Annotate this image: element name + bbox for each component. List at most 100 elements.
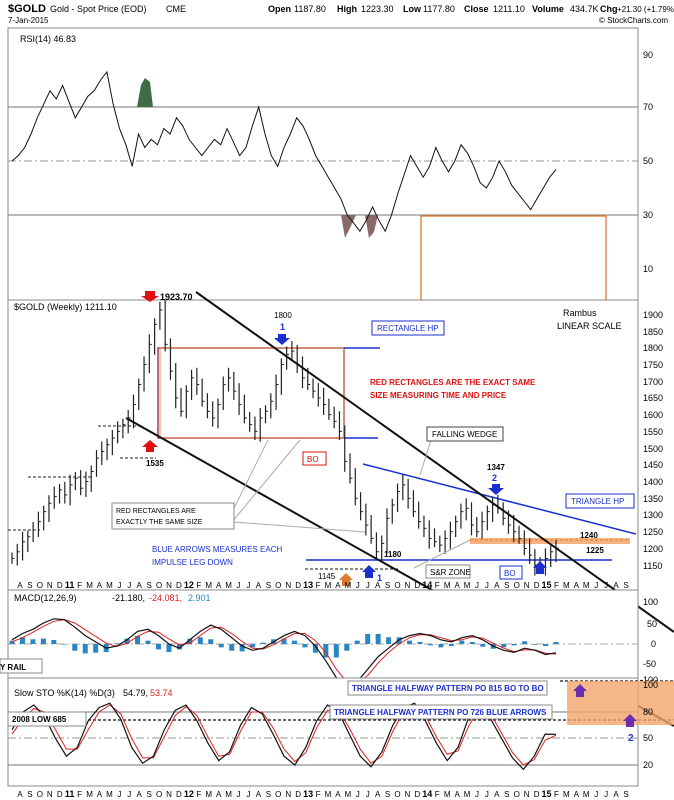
macd-hist-bar <box>375 633 381 644</box>
annotation-1800: 1800 <box>274 311 292 320</box>
x-axis-label: M <box>86 790 93 799</box>
price-tick-1650: 1650 <box>643 393 663 403</box>
volume-value: 434.7K <box>570 4 599 14</box>
chg-value: +21.30 (+1.79%) <box>617 5 674 14</box>
rsi-tick-50: 50 <box>643 156 653 166</box>
annotation-1225: 1225 <box>586 546 604 555</box>
tri-815-box <box>347 680 548 696</box>
x-axis-mid-label: 15 <box>542 580 552 590</box>
x-axis-label: A <box>335 790 341 799</box>
x-axis-label: O <box>37 790 43 799</box>
annotation-blue-arrows-1: BLUE ARROWS MEASURES EACH <box>152 545 282 554</box>
macd-hist-bar <box>51 639 57 644</box>
triangle-hp-box <box>565 493 635 509</box>
x-axis-mid-label: N <box>285 581 291 590</box>
x-axis-middle: A S O N D 11 F M A M J J A S O N D 12 F M A M J J A S O N D 13 F M A M J J A… <box>17 580 628 590</box>
x-axis-label: M <box>345 790 352 799</box>
x-axis-mid-label: S <box>27 581 32 590</box>
annotation-rectangle-hp: RECTANGLE HP <box>377 324 439 333</box>
x-axis-mid-label: A <box>97 581 103 590</box>
x-axis-mid-label: 13 <box>303 580 313 590</box>
rsi-legend: RSI(14) 46.83 <box>20 34 76 44</box>
x-axis-mid-label: A <box>375 581 381 590</box>
close-label: Close <box>464 4 489 14</box>
annotation-num-2-top: 2 <box>492 473 497 483</box>
x-axis-mid-label: S <box>504 581 509 590</box>
x-axis-label: A <box>137 790 143 799</box>
macd-hist-bar <box>124 638 130 644</box>
x-axis-mid-label: A <box>574 581 580 590</box>
x-axis-mid-label: J <box>237 581 241 590</box>
annotation-1180: 1180 <box>384 550 402 559</box>
annotation-tri-726: TRIANGLE HALFWAY PATTERN PO 726 BLUE ARR… <box>334 708 547 717</box>
x-axis-mid-label: N <box>47 581 53 590</box>
sto-panel: Slow STO %K(14) %D(3) 54.79, 53.74 100 8… <box>7 677 674 787</box>
x-axis-label: N <box>47 790 53 799</box>
rsi-overbought-fill <box>137 78 153 107</box>
macd-tick-100: 100 <box>643 597 658 607</box>
x-axis-label: M <box>225 790 232 799</box>
high-label: High <box>337 4 357 14</box>
macd-hist-bar <box>61 644 67 645</box>
x-axis-mid-label: M <box>345 581 352 590</box>
x-axis-label: J <box>475 790 479 799</box>
callout-pointer-1 <box>233 439 269 509</box>
annotation-red-note-2: SIZE MEASURING TIME AND PRICE <box>370 391 507 400</box>
x-axis-mid-label: M <box>464 581 471 590</box>
macd-hist-bar <box>187 638 193 644</box>
x-axis-mid-label: O <box>514 581 520 590</box>
macd-hist-bar <box>459 640 465 644</box>
header-symbol: $GOLD <box>8 3 46 15</box>
x-axis-label: F <box>196 790 201 799</box>
x-axis-label: S <box>27 790 32 799</box>
x-axis-label: J <box>117 790 121 799</box>
x-axis-mid-label: 14 <box>422 580 432 590</box>
macd-hist-bar <box>19 637 25 644</box>
annotation-red-note-1: RED RECTANGLES ARE THE EXACT SAME <box>370 378 536 387</box>
x-axis-label: D <box>534 790 540 799</box>
x-axis-mid-label: A <box>494 581 500 590</box>
rail-label: Y RAIL <box>0 663 26 672</box>
macd-legend-name: MACD(12,26,9) <box>14 593 77 603</box>
macd-hist-bar <box>511 644 517 646</box>
sr-zone-band <box>470 538 630 544</box>
x-axis-label: O <box>275 790 281 799</box>
x-axis-label: D <box>414 790 420 799</box>
x-axis-mid-label: M <box>106 581 113 590</box>
annotation-low-685: 2008 LOW 685 <box>12 715 67 724</box>
annotation-num-2: 2 <box>628 733 634 744</box>
x-axis-mid-label: M <box>583 581 590 590</box>
x-axis-label: O <box>394 790 400 799</box>
chart-header: $GOLD Gold - Spot Price (EOD) CME 7-Jan-… <box>8 3 674 25</box>
annotation-bo-1: BO <box>307 455 319 464</box>
macd-hist-bar <box>208 639 214 644</box>
open-value: 1187.80 <box>294 4 326 14</box>
bo-box-2 <box>499 565 523 580</box>
x-axis-mid-label: J <box>594 581 598 590</box>
x-axis-mid-label: A <box>137 581 143 590</box>
price-tick-1250: 1250 <box>643 527 663 537</box>
sto-tick-80: 80 <box>643 707 653 717</box>
macd-hist-bar <box>480 644 486 647</box>
macd-hist-bar <box>501 644 507 648</box>
x-axis-mid-label: J <box>604 581 608 590</box>
x-axis-mid-label: O <box>394 581 400 590</box>
x-axis-label: J <box>366 790 370 799</box>
x-axis-label: J <box>594 790 598 799</box>
x-axis-mid-label: D <box>295 581 301 590</box>
macd-hist-bar <box>417 641 423 644</box>
x-axis-label: N <box>524 790 530 799</box>
x-axis-label: F <box>554 790 559 799</box>
macd-hist-bar <box>365 633 371 644</box>
x-axis-label: J <box>485 790 489 799</box>
purple-arrow-up-2 <box>623 714 637 727</box>
orange-rectangle-outline <box>159 347 345 439</box>
blue-arrow-down-1800 <box>274 334 290 345</box>
price-tick-1200: 1200 <box>643 544 663 554</box>
blue-arrow-down-1347 <box>488 484 504 495</box>
macd-hist-bar <box>82 644 88 654</box>
macd-hist-bar <box>438 644 444 648</box>
macd-hist-bar <box>333 644 339 658</box>
x-axis-label: A <box>454 790 460 799</box>
